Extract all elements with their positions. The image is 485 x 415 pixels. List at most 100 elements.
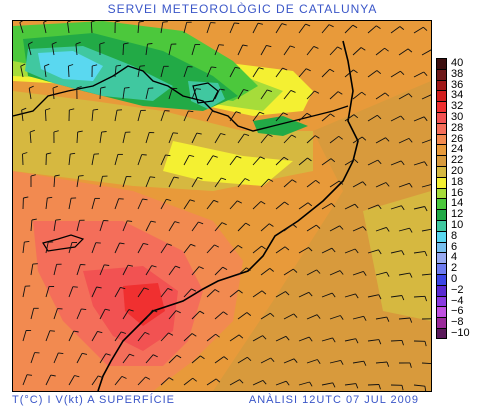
wind-barb-feather [285, 291, 290, 296]
wind-barb-feather [407, 48, 413, 53]
legend-label: 10 [451, 218, 464, 231]
wind-barb-staff [237, 178, 246, 188]
wind-barb-feather [188, 110, 194, 113]
wind-barb-feather [409, 183, 413, 188]
wind-barb-staff [67, 65, 70, 78]
wind-barb-feather [308, 292, 313, 297]
wind-barb-staff [306, 359, 318, 364]
wind-barb-staff [137, 110, 142, 122]
wind-barb-feather [70, 152, 76, 155]
wind-barb-staff [298, 68, 307, 78]
wind-barb-staff [168, 132, 174, 144]
wind-barb-feather [168, 332, 174, 336]
wind-barb-feather [243, 89, 249, 92]
wind-barb-staff [298, 247, 309, 254]
wind-barb-staff [76, 353, 83, 364]
wind-barb-staff [252, 335, 263, 342]
legend-label: 36 [451, 78, 464, 91]
wind-barb-feather [223, 311, 228, 316]
wind-barb-staff [306, 179, 316, 188]
wind-barb-staff [283, 90, 292, 100]
wind-barb-staff [321, 382, 333, 386]
wind-barb-staff [260, 312, 271, 320]
wind-barb-feather [53, 130, 59, 133]
wind-barb-feather [152, 309, 158, 313]
wind-barb-feather [67, 21, 72, 23]
legend-label: 22 [451, 154, 464, 167]
wind-barb-feather [26, 374, 33, 376]
wind-barb-staff [260, 268, 271, 276]
wind-barb-staff [206, 22, 211, 34]
wind-barbs [19, 21, 431, 391]
wind-barb-staff [275, 335, 287, 342]
wind-barb-staff [298, 157, 308, 166]
wind-barb-feather [46, 152, 52, 155]
wind-barb-staff [413, 250, 425, 254]
wind-barb-staff [229, 67, 236, 78]
wind-barb-staff [45, 374, 52, 386]
wind-barb-feather [331, 292, 336, 298]
wind-barb-staff [183, 288, 192, 298]
wind-barb-feather [401, 250, 405, 256]
legend-swatch [436, 144, 447, 156]
wind-barb-feather [93, 108, 99, 111]
wind-barb-staff [329, 135, 339, 144]
wind-barb-feather [339, 270, 344, 275]
legend-swatch [436, 327, 447, 339]
wind-barb-feather [19, 21, 24, 23]
wind-barb-feather [331, 203, 336, 208]
wind-barb-feather [363, 361, 367, 366]
wind-barb-staff [53, 264, 58, 276]
wind-barb-feather [81, 308, 87, 311]
wind-barb-feather [222, 266, 228, 270]
legend-label: −8 [451, 316, 464, 329]
wind-barb-feather [290, 89, 296, 93]
wind-barb-feather [281, 23, 287, 26]
wind-barb-feather [91, 21, 96, 23]
wind-barb-feather [283, 112, 288, 116]
wind-barb-feather [386, 271, 390, 277]
wind-barb-staff [30, 264, 34, 276]
wind-barb-staff [275, 380, 287, 386]
wind-barb-feather [189, 199, 195, 202]
wind-barb-staff [421, 362, 431, 365]
wind-barb-staff [160, 110, 166, 122]
wind-barb-feather [376, 25, 381, 29]
wind-barb-staff [137, 66, 141, 78]
wind-barb-feather [166, 243, 172, 246]
wind-barb-feather [68, 64, 74, 67]
wind-barb-staff [191, 310, 201, 320]
wind-barb-feather [284, 201, 289, 206]
wind-barb-staff [90, 21, 93, 34]
wind-barb-feather [78, 175, 84, 177]
wind-barb-feather [376, 70, 382, 75]
wind-barb-staff [375, 316, 387, 320]
wind-barb-feather [150, 176, 156, 178]
wind-barb-staff [306, 46, 315, 56]
wind-barb-staff [421, 184, 431, 188]
wind-barb-feather [238, 334, 244, 339]
wind-barb-staff [237, 356, 248, 364]
wind-barb-feather [317, 359, 321, 364]
wind-barb-staff [352, 136, 363, 144]
wind-barb-staff [390, 115, 402, 122]
wind-barb-staff [45, 286, 50, 298]
wind-barb-feather [167, 287, 173, 291]
wind-barb-staff [145, 220, 152, 232]
wind-barb-feather [75, 41, 81, 45]
wind-barb-feather [422, 26, 428, 31]
wind-barb-staff [99, 176, 103, 188]
wind-barb-staff [214, 44, 220, 56]
wind-barb-feather [142, 198, 148, 201]
wind-barb-feather [197, 177, 203, 180]
wind-barb-feather [401, 340, 404, 346]
wind-barb-staff [229, 200, 238, 210]
wind-barb-feather [151, 265, 157, 268]
wind-barb-staff [145, 354, 154, 364]
wind-barb-feather [338, 135, 343, 140]
wind-barb-feather [269, 268, 274, 272]
map-title: SERVEI METEOROLÒGIC DE CATALUNYA [107, 2, 378, 16]
wind-barb-staff [137, 154, 143, 166]
legend-swatch [436, 198, 447, 210]
wind-barb-feather [166, 198, 172, 201]
